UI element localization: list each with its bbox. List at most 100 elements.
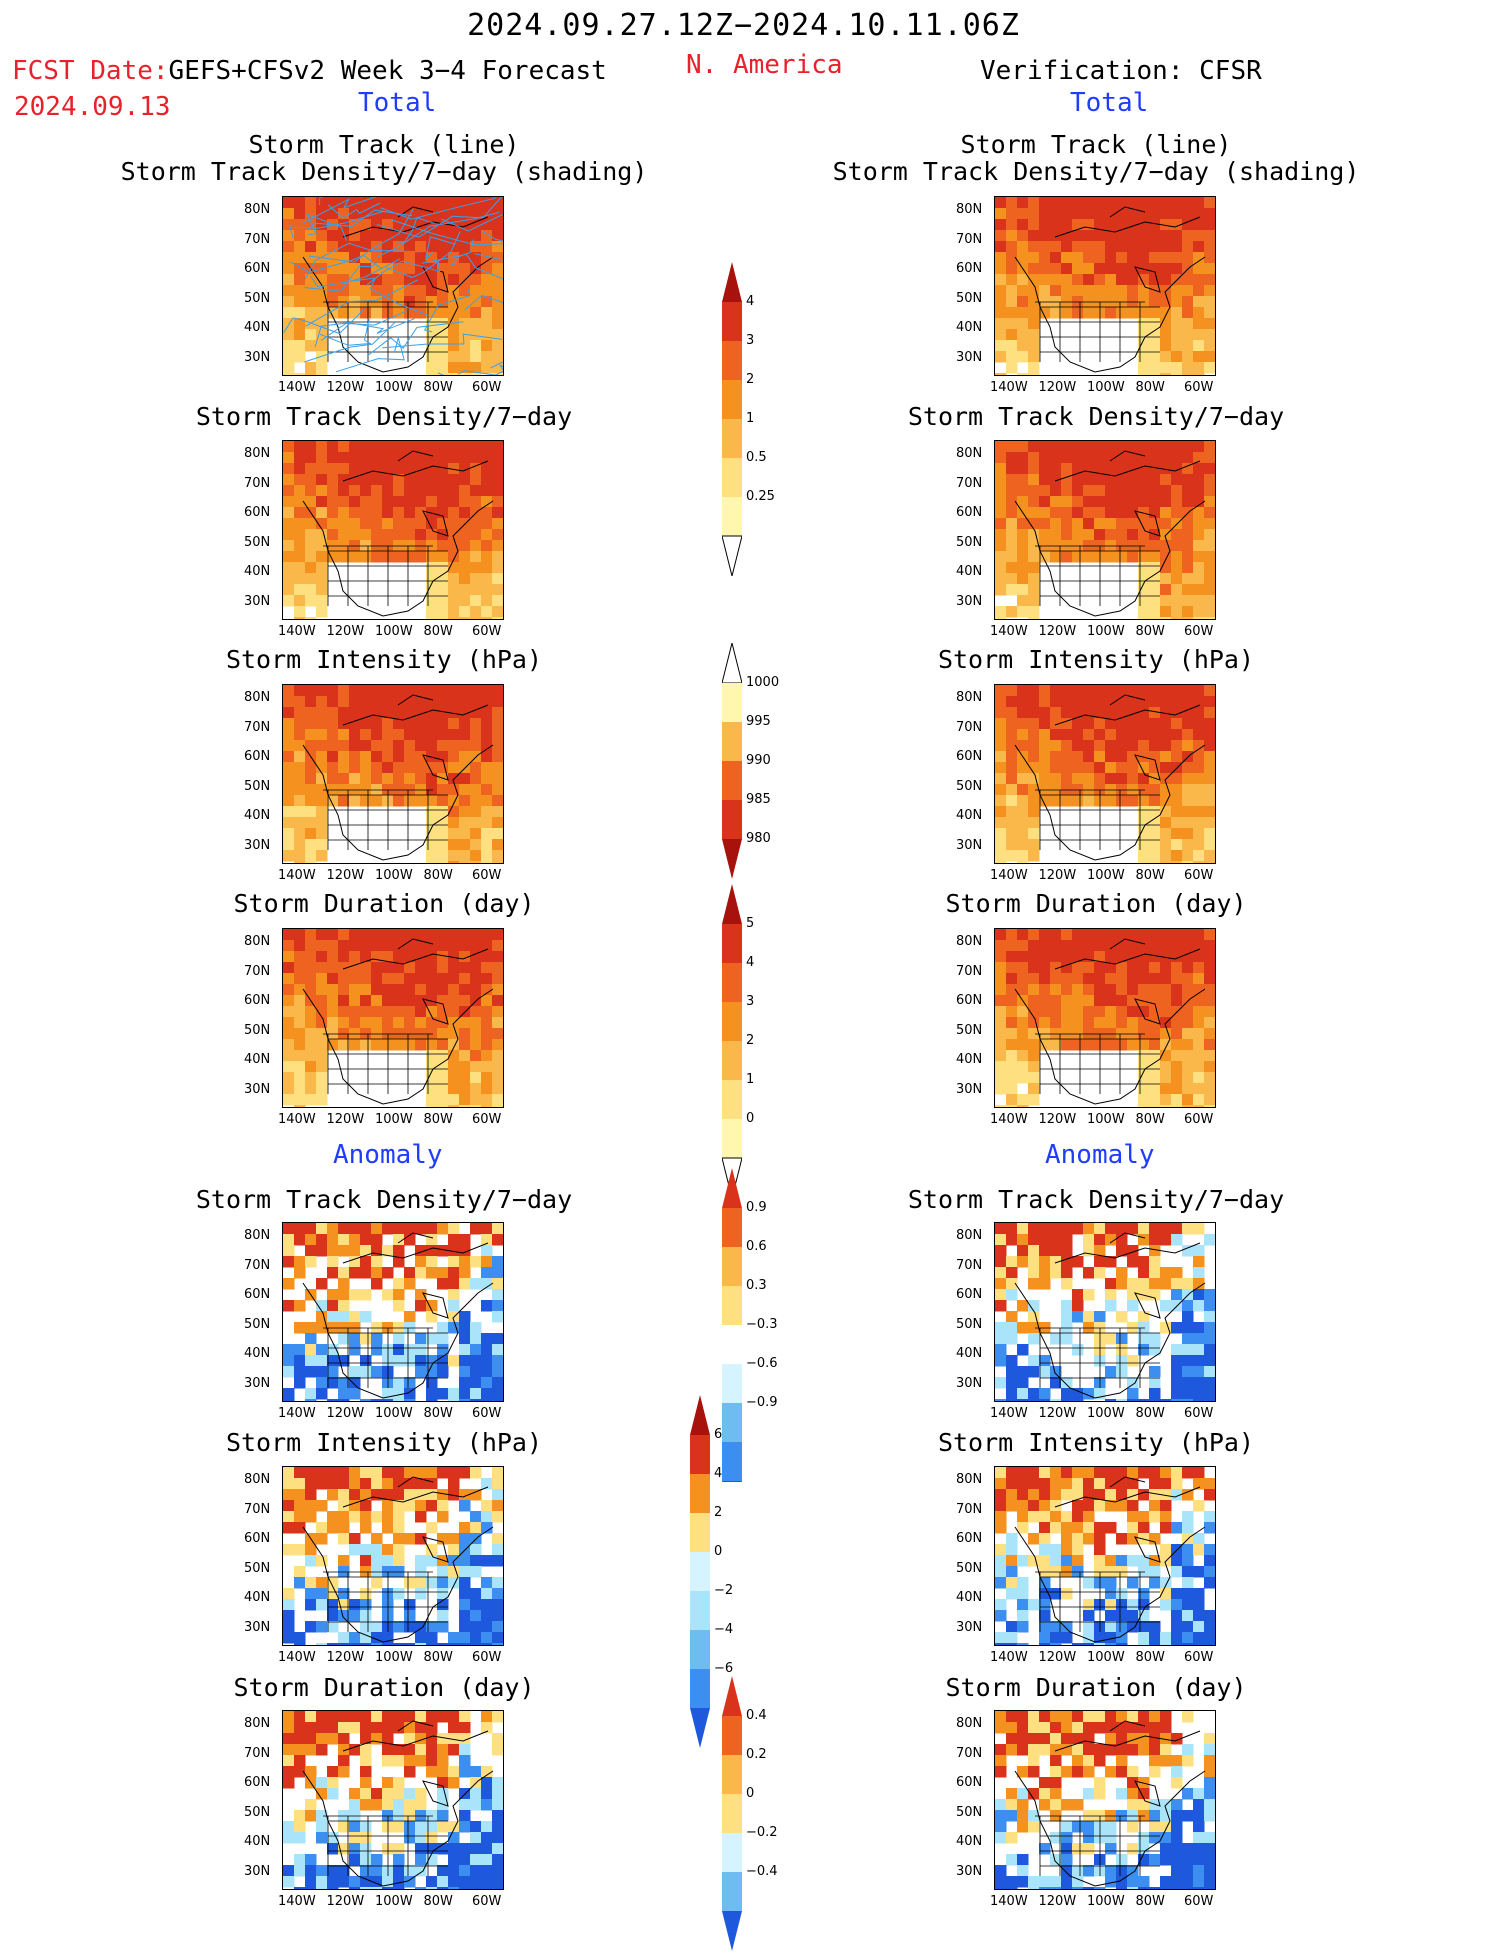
- lon-tick-label: 120W: [1038, 1650, 1077, 1665]
- lon-tick-label: 60W: [472, 1650, 502, 1665]
- lat-tick-label: 70N: [244, 1501, 271, 1517]
- forecast-total-label: Total: [358, 88, 437, 118]
- lon-tick-label: 80W: [1135, 1894, 1165, 1909]
- colorbar-label: 0.4: [746, 1708, 767, 1723]
- lat-tick-label: 60N: [244, 749, 271, 764]
- lon-tick-label: 80W: [423, 1112, 453, 1127]
- lon-tick-label: 60W: [472, 380, 502, 395]
- lon-tick-label: 120W: [326, 1894, 365, 1909]
- lon-tick-label: 80W: [423, 624, 453, 639]
- lat-tick-label: 50N: [956, 534, 983, 550]
- lat-tick-label: 40N: [956, 1590, 983, 1605]
- colorbar-label: 0: [746, 1786, 755, 1801]
- colorbar-label: −4: [714, 1622, 734, 1637]
- lon-tick-label: 140W: [278, 624, 316, 639]
- lon-tick-label: 80W: [1135, 380, 1165, 395]
- lon-tick-label: 60W: [1184, 380, 1214, 395]
- lat-tick-label: 50N: [956, 1316, 983, 1332]
- lat-tick-label: 80N: [244, 690, 271, 705]
- colorbar-label: 0: [746, 1111, 755, 1126]
- lon-tick-label: 120W: [326, 380, 365, 395]
- lon-tick-label: 100W: [1087, 1894, 1125, 1909]
- map-panel-r6-c0: [282, 1710, 504, 1890]
- colorbar-label: 2: [714, 1505, 723, 1520]
- lon-tick-label: 100W: [1087, 1112, 1125, 1127]
- lat-tick-label: 50N: [244, 1804, 271, 1820]
- lon-tick-label: 140W: [990, 868, 1028, 883]
- lon-tick-label: 60W: [472, 1112, 502, 1127]
- map-panel-r1-c1: [994, 440, 1216, 620]
- colorbar-label: 3: [746, 994, 755, 1009]
- lat-tick-label: 50N: [244, 1560, 271, 1576]
- map-panel-r5-c1: [994, 1466, 1216, 1646]
- colorbar-label: 0.25: [746, 489, 775, 504]
- lon-tick-label: 140W: [278, 868, 316, 883]
- title-duration-left: Storm Duration (day): [233, 889, 535, 918]
- lat-tick-label: 70N: [956, 719, 983, 735]
- lat-tick-label: 60N: [244, 505, 271, 520]
- lat-tick-label: 80N: [956, 1472, 983, 1487]
- lon-tick-label: 80W: [423, 1650, 453, 1665]
- lat-tick-label: 60N: [244, 261, 271, 276]
- date-range-title: 2024.09.27.12Z−2024.10.11.06Z: [467, 8, 1020, 43]
- lon-tick-label: 100W: [1087, 380, 1125, 395]
- title-track-line-right: Storm Track (line): [960, 130, 1232, 159]
- lat-tick-label: 40N: [956, 808, 983, 823]
- lat-tick-label: 40N: [244, 808, 271, 823]
- colorbar-label: −0.9: [746, 1395, 778, 1410]
- title-intensity-anom-left: Storm Intensity (hPa): [225, 1428, 543, 1457]
- lat-tick-label: 50N: [244, 1316, 271, 1332]
- lon-tick-label: 120W: [1038, 380, 1077, 395]
- lat-tick-label: 60N: [956, 1531, 983, 1546]
- title-density-anom-left: Storm Track Density/7−day: [195, 1185, 573, 1214]
- lon-tick-label: 100W: [375, 1650, 413, 1665]
- colorbar-label: 0.5: [746, 450, 767, 465]
- lat-tick-label: 80N: [244, 1716, 271, 1731]
- title-density-right: Storm Track Density/7−day: [907, 402, 1285, 431]
- lat-tick-label: 70N: [956, 963, 983, 979]
- colorbar-label: 4: [714, 1466, 723, 1481]
- lon-tick-label: 120W: [1038, 1894, 1077, 1909]
- colorbar-label: 1: [746, 1072, 755, 1087]
- lat-tick-label: 70N: [244, 719, 271, 735]
- colorbar-label: −0.3: [746, 1317, 778, 1332]
- lat-tick-label: 70N: [244, 1257, 271, 1273]
- lon-tick-label: 60W: [472, 868, 502, 883]
- fcst-date-label: FCST Date:GEFS+CFSv2 Week 3−4 Forecast: [12, 56, 607, 86]
- title-track-line-left: Storm Track (line): [248, 130, 520, 159]
- lat-tick-label: 30N: [244, 1081, 271, 1097]
- colorbar-density-anom: [722, 1168, 742, 1521]
- lon-tick-label: 60W: [472, 1894, 502, 1909]
- colorbar-duration-anom: [722, 1676, 742, 1955]
- lon-tick-label: 80W: [1135, 624, 1165, 639]
- colorbar-label: −0.6: [746, 1356, 778, 1371]
- lon-tick-label: 140W: [990, 1112, 1028, 1127]
- lon-tick-label: 120W: [1038, 624, 1077, 639]
- lon-tick-label: 140W: [278, 1650, 316, 1665]
- title-duration-right: Storm Duration (day): [945, 889, 1247, 918]
- lon-tick-label: 140W: [278, 1406, 316, 1421]
- colorbar-label: 3: [746, 333, 755, 348]
- lat-tick-label: 70N: [244, 1745, 271, 1761]
- lat-tick-label: 70N: [956, 1501, 983, 1517]
- lon-tick-label: 60W: [1184, 624, 1214, 639]
- lat-tick-label: 50N: [956, 1560, 983, 1576]
- colorbar-label: 0.6: [746, 1239, 767, 1254]
- lat-tick-label: 50N: [956, 290, 983, 306]
- lat-tick-label: 40N: [956, 1346, 983, 1361]
- colorbar-label: 2: [746, 372, 755, 387]
- lon-tick-label: 140W: [990, 1894, 1028, 1909]
- lon-tick-label: 60W: [1184, 1894, 1214, 1909]
- map-panel-r0-c1: [994, 196, 1216, 376]
- title-density-anom-right: Storm Track Density/7−day: [907, 1185, 1285, 1214]
- map-panel-r0-c0: [282, 196, 504, 376]
- colorbar-label: 990: [746, 753, 771, 768]
- lat-tick-label: 40N: [244, 1590, 271, 1605]
- map-panel-r4-c0: [282, 1222, 504, 1402]
- forecast-anomaly-label: Anomaly: [333, 1140, 443, 1170]
- verification-total-label: Total: [1070, 88, 1149, 118]
- lat-tick-label: 30N: [956, 1081, 983, 1097]
- lat-tick-label: 40N: [956, 1834, 983, 1849]
- lon-tick-label: 60W: [1184, 1406, 1214, 1421]
- lat-tick-label: 70N: [244, 475, 271, 491]
